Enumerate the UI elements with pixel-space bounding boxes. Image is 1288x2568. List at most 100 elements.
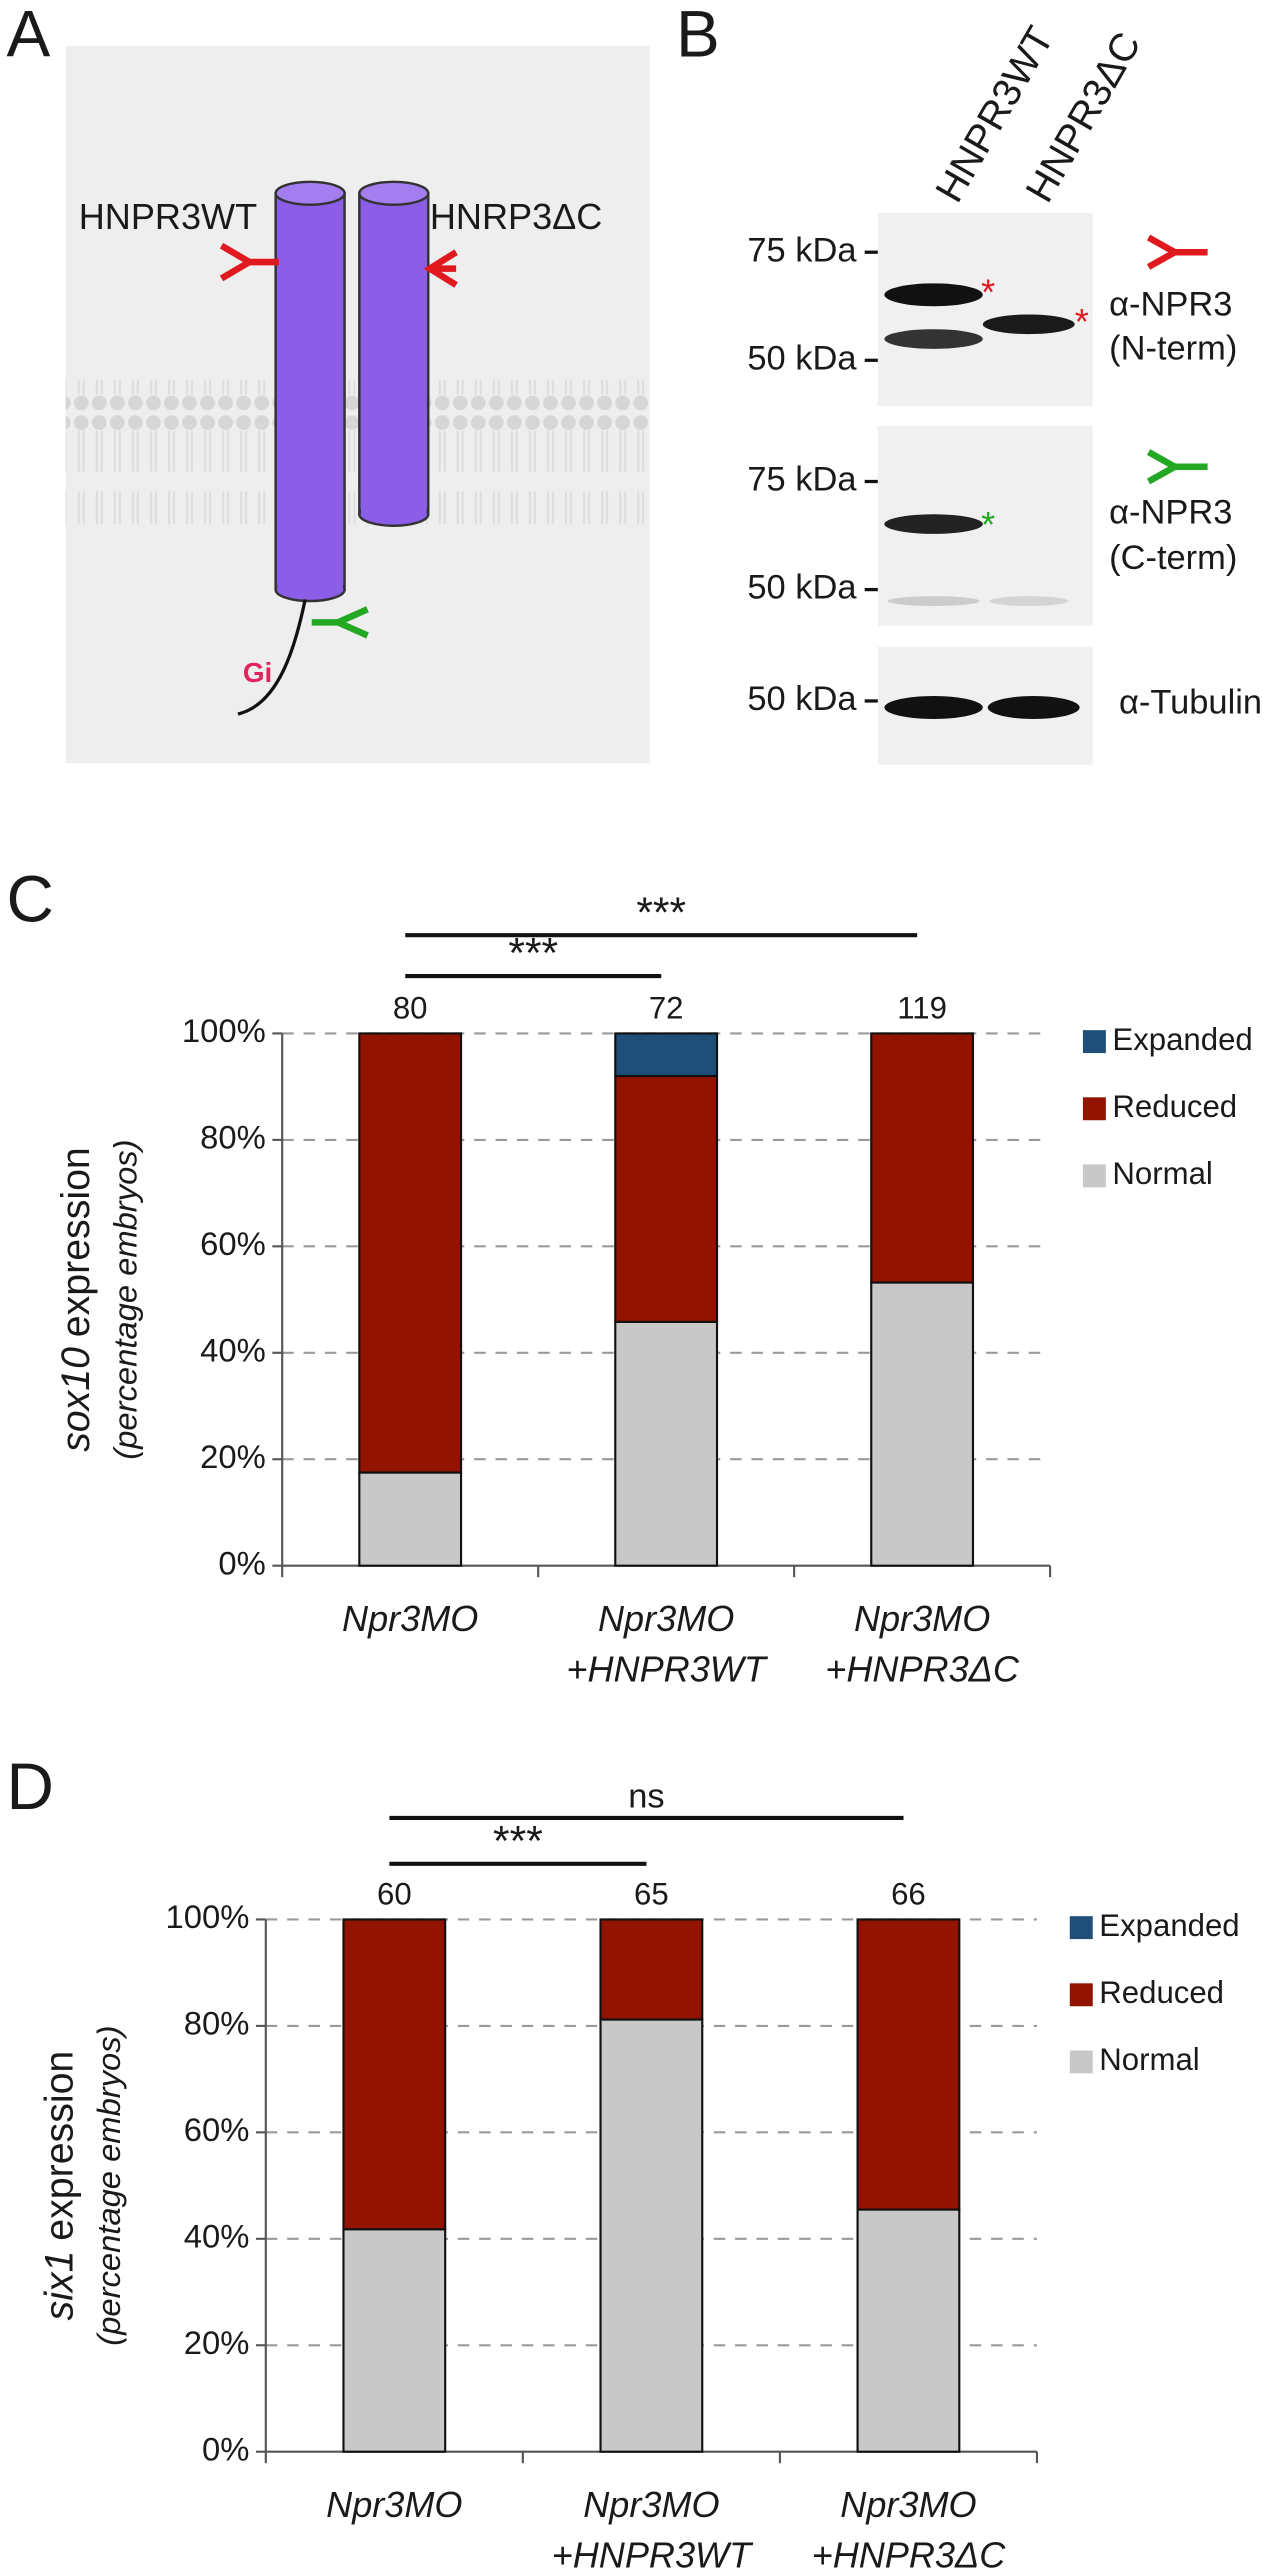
- x-tick-label: +HNPR3ΔC: [812, 2535, 1007, 2568]
- antibody-c: [311, 606, 369, 639]
- y-tick-label: 20%: [184, 2324, 250, 2361]
- y-axis-label: sox10 expression: [54, 1147, 98, 1452]
- significance-label: ***: [508, 930, 558, 978]
- total-label: 119: [897, 991, 947, 1026]
- x-tick-label: Npr3MO: [583, 2484, 719, 2525]
- legend-swatch: [1069, 1916, 1093, 1940]
- antibody-label: (C-term): [1109, 539, 1237, 577]
- y-tick-label: 60%: [200, 1225, 266, 1262]
- legend-label: Normal: [1099, 2042, 1199, 2077]
- y-axis-label: six1 expression: [38, 2051, 82, 2321]
- x-tick-label: +HNPR3WT: [552, 2535, 754, 2568]
- blot-panel: [877, 212, 1093, 407]
- total-label: 72: [649, 991, 684, 1026]
- legend-swatch: [1069, 1983, 1093, 2007]
- y-tick-label: 60%: [184, 2111, 250, 2148]
- band: [884, 514, 983, 534]
- y-tick-label: 80%: [184, 2005, 250, 2042]
- x-tick-label: Npr3MO: [854, 1598, 990, 1639]
- antibody-n: [219, 242, 279, 282]
- membrane: [65, 379, 650, 525]
- y-tick-label: 80%: [200, 1119, 266, 1156]
- x-tick-label: Npr3MO: [342, 1598, 478, 1639]
- total-label: 60: [377, 1877, 412, 1912]
- y-axis-sublabel: (percentage embryos): [107, 1139, 144, 1459]
- y-axis-label-text: expression: [54, 1147, 98, 1337]
- antibody-label: α-NPR3: [1109, 285, 1232, 323]
- c-tail: [237, 599, 307, 716]
- asterisk: *: [981, 271, 995, 312]
- band: [884, 283, 983, 307]
- marker-label: 50 kDa: [747, 680, 857, 718]
- panel-label: C: [7, 862, 54, 935]
- marker-label: 75 kDa: [747, 461, 857, 499]
- bar-segment: [856, 1918, 961, 2211]
- y-axis-sublabel: (percentage embryos): [90, 2025, 127, 2345]
- x-tick-label: +HNPR3ΔC: [825, 1649, 1020, 1690]
- bar-segment: [614, 1320, 719, 1567]
- legend-label: Reduced: [1112, 1089, 1237, 1124]
- y-tick-label: 40%: [184, 2217, 250, 2254]
- significance-label: ***: [493, 1817, 543, 1865]
- bar-segment: [856, 2208, 961, 2453]
- legend-label: Normal: [1112, 1156, 1212, 1191]
- x-tick-label: Npr3MO: [326, 2484, 462, 2525]
- legend-swatch: [1069, 2050, 1093, 2074]
- receptor-wt: [274, 180, 346, 603]
- marker-label: 75 kDa: [747, 231, 857, 269]
- band: [887, 596, 980, 606]
- receptor-dc: [358, 180, 430, 527]
- antibody-n: [1146, 234, 1208, 270]
- antibody-n: [423, 249, 458, 288]
- marker-ticks: [864, 250, 878, 703]
- bar-segment: [342, 2228, 447, 2453]
- marker-label: 50 kDa: [747, 339, 857, 377]
- diagram-label: HNRP3ΔC: [430, 196, 602, 237]
- band: [989, 596, 1069, 606]
- x-tick-label: Npr3MO: [598, 1598, 734, 1639]
- legend-swatch: [1082, 1030, 1106, 1054]
- legend-swatch: [1082, 1097, 1106, 1121]
- bar-segment: [614, 1032, 719, 1078]
- y-axis-label-gene: six1: [38, 2251, 82, 2321]
- band: [884, 329, 983, 349]
- asterisk: *: [981, 504, 995, 545]
- y-tick-label: 100%: [182, 1012, 266, 1049]
- antibody-label: (N-term): [1109, 330, 1237, 368]
- total-label: 80: [393, 991, 428, 1026]
- legend-swatch: [1082, 1164, 1106, 1188]
- marker-label: 50 kDa: [747, 569, 857, 607]
- panel-label: A: [7, 0, 51, 71]
- antibody-label: α-Tubulin: [1119, 683, 1262, 721]
- y-tick-label: 0%: [202, 2430, 249, 2467]
- y-tick-label: 100%: [166, 1898, 250, 1935]
- x-tick-label: Npr3MO: [840, 2484, 976, 2525]
- significance-label: ***: [636, 889, 686, 937]
- band: [987, 696, 1080, 719]
- band: [982, 314, 1075, 335]
- band: [884, 696, 983, 719]
- antibody-c: [1146, 449, 1208, 485]
- asterisk: *: [1075, 301, 1089, 342]
- bar-segment: [599, 1918, 704, 2021]
- bar-segment: [614, 1074, 719, 1323]
- bar-segment: [342, 1918, 447, 2231]
- significance-label: ns: [628, 1777, 664, 1815]
- bar-segment: [358, 1032, 463, 1474]
- y-tick-label: 0%: [218, 1544, 265, 1581]
- bar-segment: [870, 1281, 975, 1567]
- legend-label: Reduced: [1099, 1975, 1224, 2010]
- bar-segment: [599, 2018, 704, 2453]
- x-tick-label: +HNPR3WT: [566, 1649, 768, 1690]
- y-axis-label-text: expression: [38, 2051, 82, 2241]
- legend-label: Expanded: [1112, 1022, 1252, 1057]
- y-tick-label: 20%: [200, 1438, 266, 1475]
- y-tick-label: 40%: [200, 1331, 266, 1368]
- total-label: 65: [634, 1877, 669, 1912]
- antibody-label: α-NPR3: [1109, 493, 1232, 531]
- legend-label: Expanded: [1099, 1908, 1239, 1943]
- bar-segment: [358, 1471, 463, 1567]
- diagram-label: HNPR3WT: [79, 196, 257, 237]
